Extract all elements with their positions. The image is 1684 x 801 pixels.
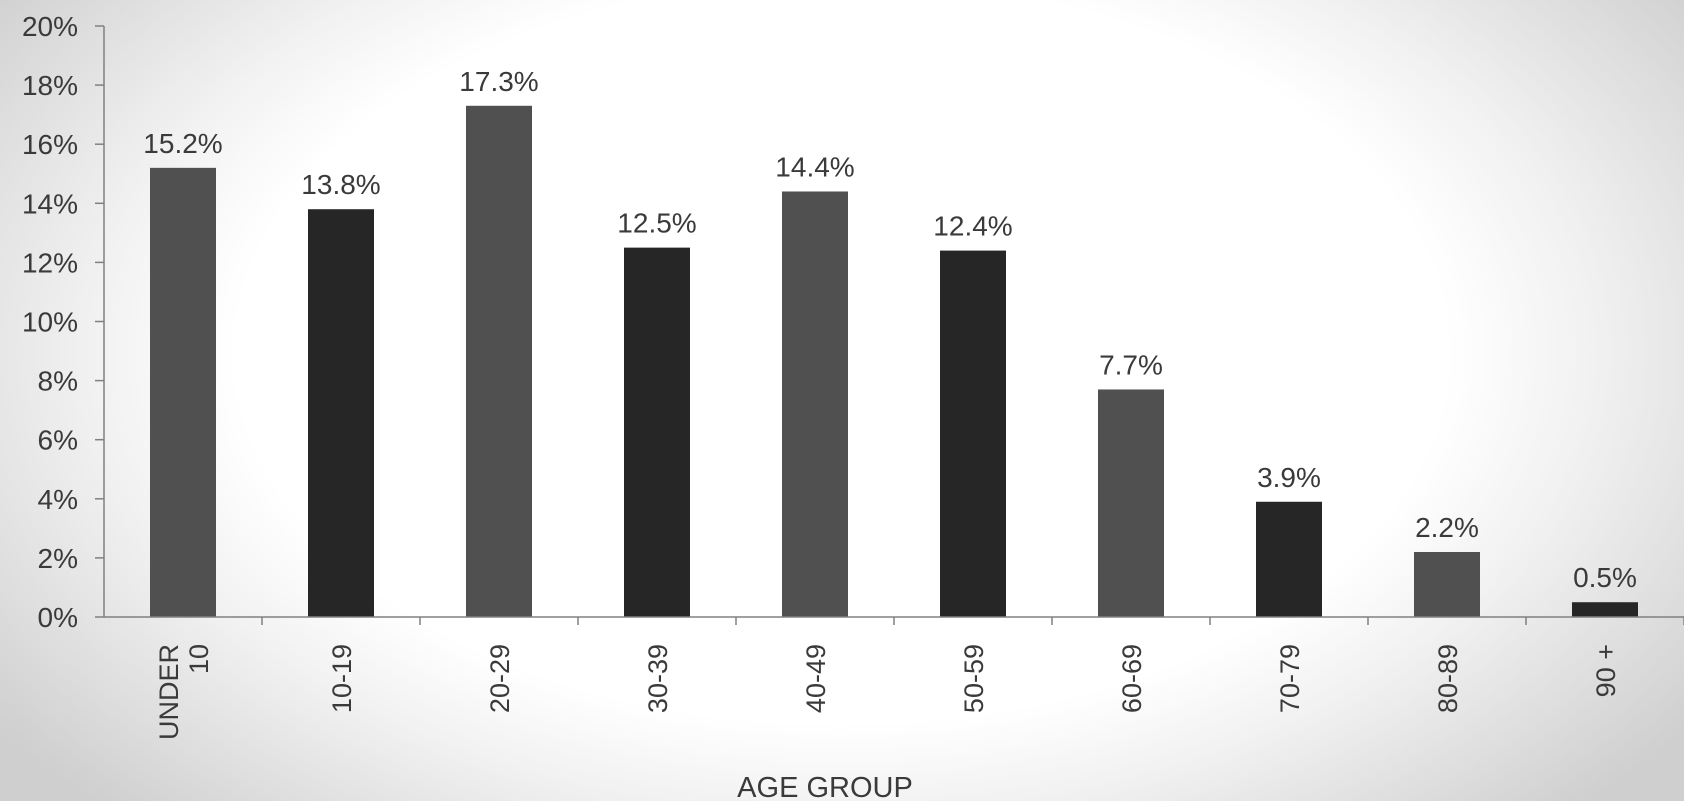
y-tick-label: 2%: [38, 543, 78, 574]
category-label: 10-19: [327, 644, 357, 713]
y-tick-label: 16%: [22, 129, 78, 160]
bar: [308, 209, 374, 617]
bar: [466, 105, 532, 617]
data-label: 3.9%: [1257, 462, 1321, 493]
data-label: 12.5%: [617, 208, 696, 239]
y-tick-label: 8%: [38, 366, 78, 397]
y-tick-label: 0%: [38, 602, 78, 633]
data-label: 2.2%: [1415, 512, 1479, 543]
bars: [150, 105, 1638, 618]
category-label-line: 20-29: [485, 644, 515, 713]
category-label-line: UNDER: [154, 644, 184, 740]
bar: [624, 247, 690, 617]
data-label: 0.5%: [1573, 562, 1637, 593]
data-label: 12.4%: [933, 211, 1012, 242]
y-tick-label: 10%: [22, 307, 78, 338]
bar: [1572, 602, 1638, 617]
category-label-line: 30-39: [643, 644, 673, 713]
category-label-line: 10: [184, 644, 214, 674]
bar: [1414, 551, 1480, 617]
bar: [1256, 501, 1322, 617]
y-tick-label: 18%: [22, 70, 78, 101]
category-label-line: 40-49: [801, 644, 831, 713]
category-label-line: 70-79: [1275, 644, 1305, 713]
category-label: 40-49: [801, 644, 831, 713]
bar: [150, 167, 216, 617]
x-axis-title: AGE GROUP: [737, 772, 913, 801]
category-label: 70-79: [1275, 644, 1305, 713]
category-label: 20-29: [485, 644, 515, 713]
category-label: 50-59: [959, 644, 989, 713]
y-tick-label: 4%: [38, 484, 78, 515]
data-label: 17.3%: [459, 66, 538, 97]
y-tick-label: 14%: [22, 188, 78, 219]
bar: [1098, 389, 1164, 617]
y-tick-label: 20%: [22, 11, 78, 42]
y-tick-label: 12%: [22, 247, 78, 278]
category-label-line: 90 +: [1591, 644, 1621, 697]
x-axis-ticks: UNDER10 10-19 20-29 30-39 40-49 50-59 60-69 70-…: [154, 617, 1684, 740]
category-label: 90 +: [1591, 644, 1621, 697]
category-label-line: 60-69: [1117, 644, 1147, 713]
category-label: 30-39: [643, 644, 673, 713]
data-label: 15.2%: [143, 128, 222, 159]
bar: [782, 191, 848, 618]
data-labels: 15.2% 13.8% 17.3% 12.5% 14.4% 12.4% 7.7% 3.9% 2.…: [143, 66, 1637, 593]
bar: [940, 250, 1006, 617]
data-label: 13.8%: [301, 169, 380, 200]
category-label-line: 50-59: [959, 644, 989, 713]
category-label: UNDER10: [154, 644, 214, 740]
y-tick-label: 6%: [38, 425, 78, 456]
data-label: 14.4%: [775, 151, 854, 182]
category-label-line: 10-19: [327, 644, 357, 713]
category-label: 80-89: [1433, 644, 1463, 713]
data-label: 7.7%: [1099, 349, 1163, 380]
y-axis-ticks: 0% 2% 4% 6% 8% 10% 12% 14% 16% 18% 20%: [22, 11, 104, 633]
category-label: 60-69: [1117, 644, 1147, 713]
category-label-line: 80-89: [1433, 644, 1463, 713]
